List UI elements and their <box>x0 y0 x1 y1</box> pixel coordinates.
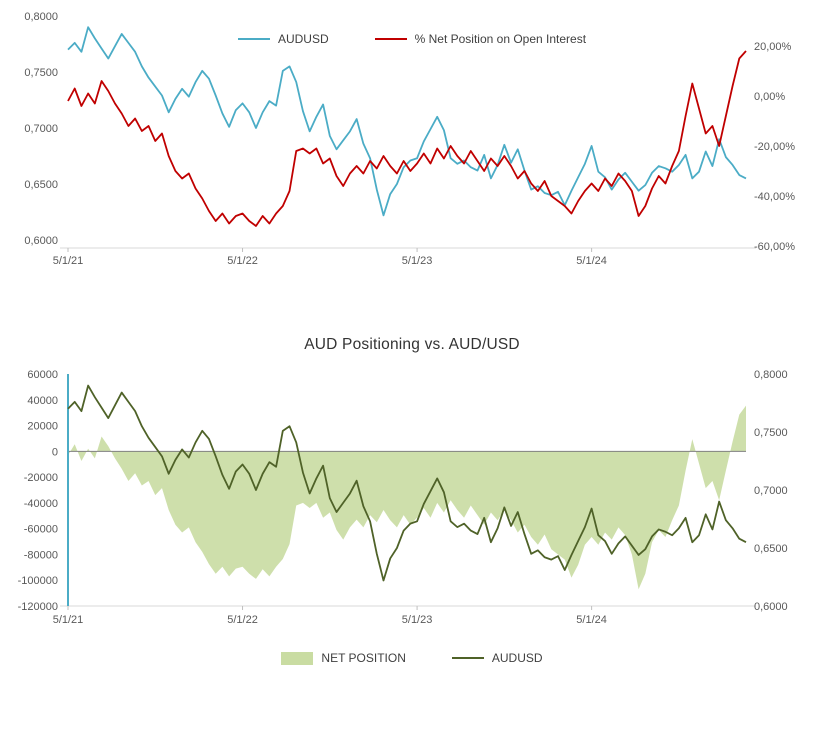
legend-item-audusd-bottom: AUDUSD <box>451 651 543 665</box>
left-axis-tick-label: 0,8000 <box>24 11 58 23</box>
net-position-area-swatch <box>281 651 314 665</box>
audusd-line <box>67 26 747 217</box>
legend-item-net-position: NET POSITION <box>281 651 406 665</box>
audusd-line <box>67 384 747 582</box>
x-axis-tick-label: 5/1/23 <box>402 614 433 626</box>
right-axis-tick-label: 0,7500 <box>754 427 788 439</box>
right-axis-tick-label: 0,00% <box>754 91 785 103</box>
legend-item-net-position-pct: % Net Position on Open Interest <box>374 32 587 46</box>
x-axis-tick-label: 5/1/22 <box>227 614 258 626</box>
aud-positioning-combo-chart: 5/1/21 5/1/22 5/1/23 5/1/24 60000 40000 20000 0… <box>18 369 788 626</box>
top-chart: AUDUSD % Net Position on Open Interest 5… <box>0 0 824 278</box>
x-axis-tick-label: 5/1/23 <box>402 255 433 267</box>
bottom-chart-legend: NET POSITION AUDUSD <box>0 651 824 665</box>
left-axis-tick-label: -80000 <box>24 549 58 561</box>
legend-label-net-position-pct: % Net Position on Open Interest <box>414 32 587 46</box>
legend-label-audusd: AUDUSD <box>277 32 329 46</box>
left-axis-tick-label: 0 <box>52 446 58 458</box>
right-axis-tick-label: 0,7000 <box>754 485 788 497</box>
x-axis-tick-label: 5/1/24 <box>576 614 607 626</box>
right-axis-tick-label: -20,00% <box>754 141 795 153</box>
left-axis-tick-label: 0,7500 <box>24 67 58 79</box>
left-axis-tick-label: 40000 <box>27 395 58 407</box>
left-axis-tick-label: 60000 <box>27 369 58 381</box>
x-axis-tick-label: 5/1/21 <box>53 255 84 267</box>
x-axis-tick-label: 5/1/24 <box>576 255 607 267</box>
right-axis-tick-label: -40,00% <box>754 191 795 203</box>
net-position-pct-line-swatch <box>374 37 407 41</box>
x-axis-tick-label: 5/1/21 <box>53 614 84 626</box>
bottom-chart-title: AUD Positioning vs. AUD/USD <box>304 336 520 353</box>
net-position-pct-line <box>67 50 747 227</box>
net-position-area <box>68 405 746 590</box>
bottom-chart: 5/1/21 5/1/22 5/1/23 5/1/24 60000 40000 20000 0… <box>0 360 824 665</box>
legend-label-net-position: NET POSITION <box>321 651 406 665</box>
left-axis-tick-label: 20000 <box>27 421 58 433</box>
left-axis-tick-label: 0,6500 <box>24 179 58 191</box>
top-chart-legend: AUDUSD % Net Position on Open Interest <box>0 32 824 46</box>
right-axis-tick-label: 0,6000 <box>754 601 788 613</box>
audusd-line-swatch <box>237 37 270 41</box>
left-axis-tick-label: 0,6000 <box>24 235 58 247</box>
left-axis-tick-label: -100000 <box>18 575 58 587</box>
left-axis-tick-label: -60000 <box>24 524 58 536</box>
right-axis-tick-label: 0,8000 <box>754 369 788 381</box>
legend-label-audusd-bottom: AUDUSD <box>491 651 543 665</box>
audusd-vs-net-position-chart: 5/1/21 5/1/22 5/1/23 5/1/24 0,8000 0,7500 0,70… <box>24 11 795 267</box>
left-axis-tick-label: -20000 <box>24 472 58 484</box>
left-axis-tick-label: -120000 <box>18 601 58 613</box>
left-axis-tick-label: 0,7000 <box>24 123 58 135</box>
right-axis-tick-label: -60,00% <box>754 241 795 253</box>
legend-item-audusd: AUDUSD <box>237 32 329 46</box>
audusd-line-swatch-bottom <box>451 656 484 660</box>
x-axis-tick-label: 5/1/22 <box>227 255 258 267</box>
right-axis-tick-label: 20,00% <box>754 41 792 53</box>
right-axis-tick-label: 0,6500 <box>754 543 788 555</box>
left-axis-tick-label: -40000 <box>24 498 58 510</box>
